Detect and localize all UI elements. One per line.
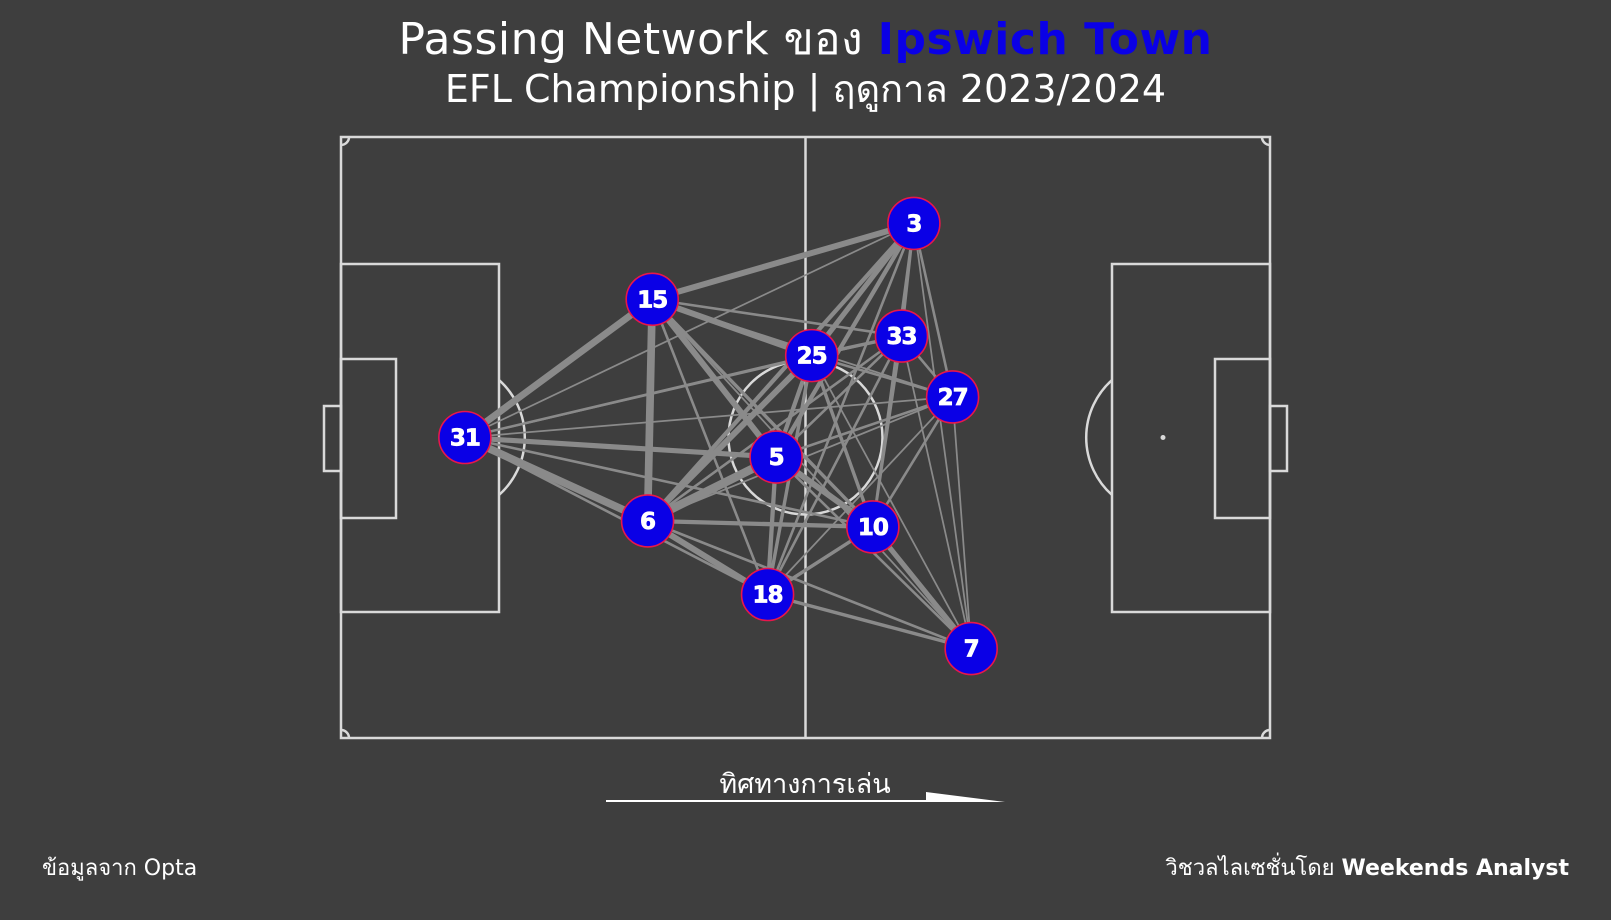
pass-line-31-15 [461,295,656,441]
visualization-credit: วิชวลไลเซชั่นโดย Weekends Analyst [1165,850,1569,885]
chart-title: Passing Network ของ Ipswich Town [0,4,1611,74]
player-node-25: 25 [784,328,839,383]
corner-arc-bottom-right [1260,728,1271,739]
player-node-15: 15 [625,272,680,327]
player-number-label: 31 [450,426,480,452]
right-penalty-arc [1084,379,1113,496]
pass-line-31-27 [463,396,954,439]
player-number-label: 7 [964,637,979,663]
player-marker [874,309,929,363]
pass-line-31-18 [463,436,769,596]
pass-line-33-18 [766,334,903,596]
corner-arc-top-left [340,136,351,147]
title-team-name: Ipswich Town [877,14,1213,65]
pass-line-33-10 [871,334,903,529]
pass-line-15-10 [650,297,875,529]
player-number-label: 18 [753,583,783,609]
pass-line-6-10 [645,518,876,530]
player-node-3: 3 [887,196,941,251]
player-node-5: 5 [749,430,803,484]
data-source-credit: ข้อมูลจาก Opta [42,856,198,881]
direction-of-play-label: ทิศทางการเล่น [719,769,891,800]
player-marker [784,328,839,383]
player-marker [740,567,795,622]
viz-credit-author: Weekends Analyst [1341,856,1569,881]
pass-line-33-7 [900,335,973,650]
pass-line-5-3 [773,221,917,460]
chart-subtitle: EFL Championship | ฤดูกาล 2023/2024 [444,67,1167,111]
pass-line-31-10 [463,436,875,529]
player-number-label: 25 [797,344,827,370]
pass-line-6-7 [646,519,973,650]
pass-line-6-3 [645,221,917,524]
right-penalty-area [1110,262,1272,614]
pass-line-27-7 [951,396,973,650]
player-node-6: 6 [620,494,675,548]
player-marker [944,621,998,676]
player-number-label: 3 [906,211,921,237]
player-node-27: 27 [925,370,980,424]
pass-line-15-7 [651,298,973,650]
player-number-label: 10 [858,515,888,541]
player-node-33: 33 [874,309,929,363]
player-node-7: 7 [944,621,998,676]
left-penalty-arc [498,379,527,496]
pass-line-5-27 [774,395,954,459]
player-number-label: 27 [938,385,968,411]
pass-line-15-6 [643,295,657,525]
player-marker [620,494,675,548]
pass-line-3-7 [913,222,973,650]
player-marker [749,430,803,484]
pass-line-15-18 [650,297,769,596]
player-marker [625,272,680,327]
pass-line-31-5 [462,434,779,460]
left-goal [322,404,343,473]
pass-line-25-10 [809,353,875,529]
left-six-yard-box [339,357,398,520]
pass-line-15-3 [649,220,917,303]
pass-line-27-18 [766,396,954,596]
viz-credit-prefix: วิชวลไลเซชั่นโดย [1165,856,1335,881]
player-node-31: 31 [438,410,492,465]
player-node-10: 10 [846,500,900,554]
pass-line-15-33 [650,297,903,338]
player-node-18: 18 [740,567,795,622]
player-number-label: 5 [769,445,784,471]
pass-line-18-7 [765,592,973,651]
pass-line-3-27 [912,222,954,399]
pass-line-31-6 [461,433,652,525]
pass-line-31-3 [463,222,915,439]
pass-line-3-18 [766,222,916,596]
pass-line-25-3 [809,220,917,359]
pass-line-6-33 [646,334,903,523]
right-penalty-spot [1160,435,1166,440]
player-marker [887,196,941,251]
player-number-label: 15 [637,287,667,313]
corner-arc-top-right [1260,136,1271,147]
title-prefix: Passing Network ของ [398,14,864,65]
direction-arrow [606,792,1005,802]
pass-lines [461,220,974,652]
pitch-markings [322,135,1289,740]
player-number-label: 33 [886,324,916,350]
player-marker [925,370,980,424]
corner-arc-bottom-left [340,728,351,739]
right-goal [1268,404,1289,473]
right-six-yard-box [1213,357,1272,520]
pass-line-25-7 [810,354,973,650]
pass-line-15-5 [649,296,780,461]
player-marker [438,410,492,465]
player-marker [846,500,900,554]
pass-line-5-33 [774,334,903,459]
player-number-label: 6 [640,509,655,535]
